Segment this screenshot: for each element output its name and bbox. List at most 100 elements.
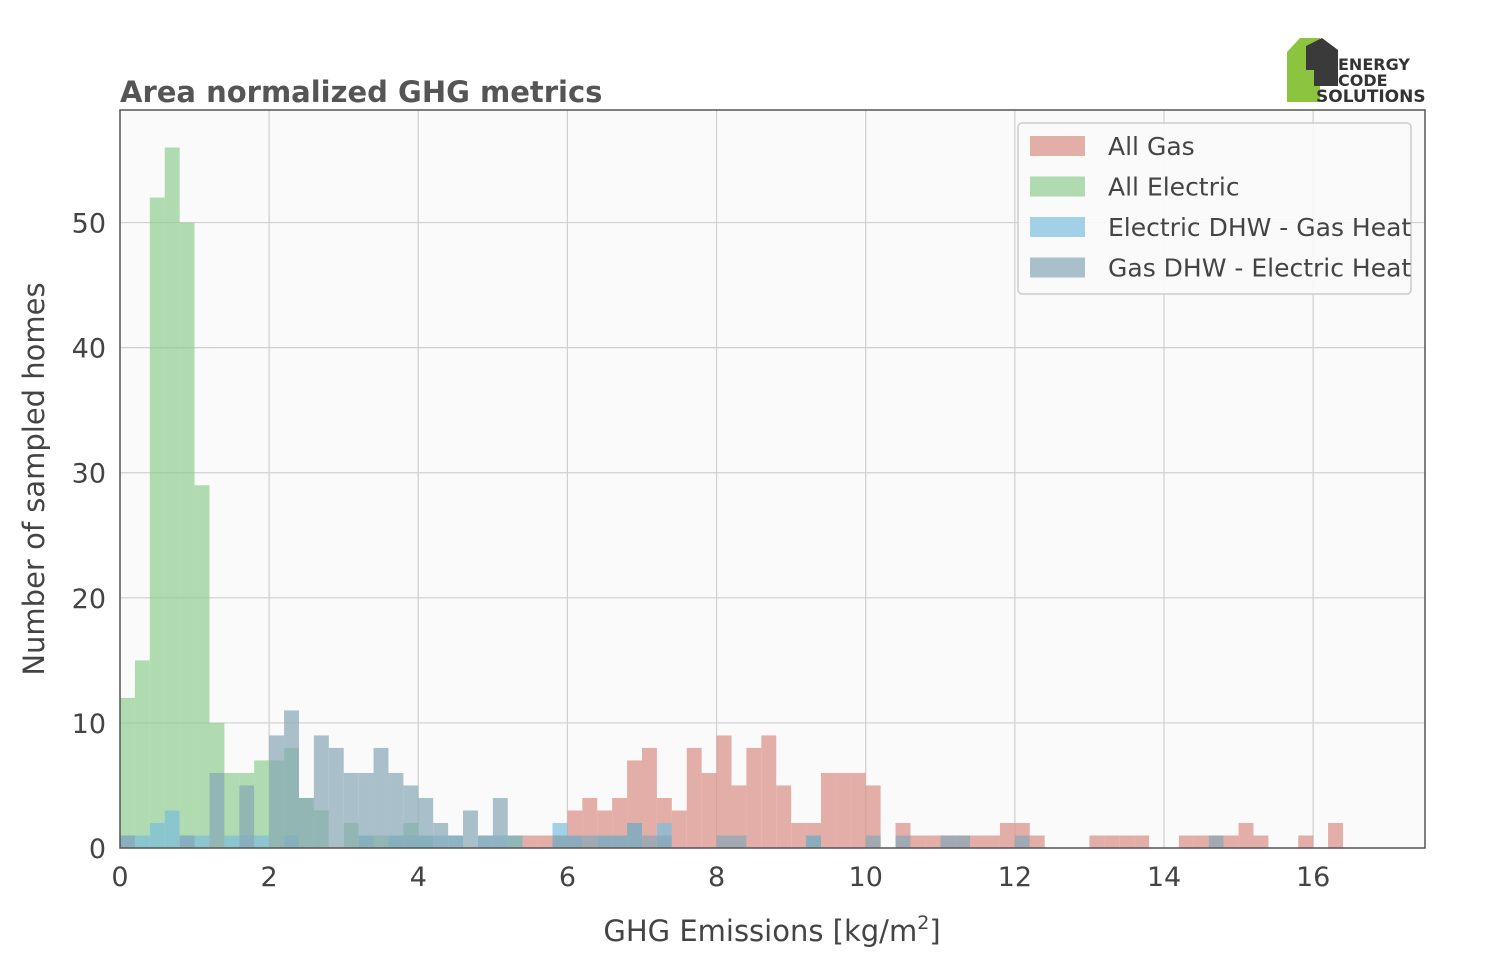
bar-s3-33 bbox=[895, 835, 911, 848]
bar-s0-13 bbox=[716, 735, 732, 848]
bar-s3-5 bbox=[284, 710, 299, 848]
bar-s3-28 bbox=[656, 835, 672, 848]
bar-s0-38 bbox=[1178, 835, 1194, 848]
bar-s2-6 bbox=[224, 835, 240, 848]
y-axis-label: Number of sampled homes bbox=[17, 282, 51, 675]
legend-label-2: Electric DHW - Gas Heat bbox=[1108, 213, 1411, 242]
bar-s0-23 bbox=[865, 785, 881, 848]
bar-s3-31 bbox=[806, 835, 821, 848]
bar-s3-27 bbox=[642, 835, 657, 848]
bar-s3-16 bbox=[448, 835, 464, 848]
bar-s3-0 bbox=[120, 835, 135, 848]
energy-code-solutions-logo: ENERGY CODE SOLUTIONS bbox=[1287, 38, 1426, 107]
x-tick-label-8: 16 bbox=[1296, 862, 1330, 893]
logo-line3: SOLUTIONS bbox=[1316, 87, 1426, 107]
plot-frame bbox=[119, 109, 1426, 849]
bar-s3-19 bbox=[492, 797, 508, 848]
bar-s3-14 bbox=[418, 797, 434, 848]
bar-s0-44 bbox=[1298, 835, 1314, 848]
bar-s3-3 bbox=[239, 785, 255, 848]
bar-s3-36 bbox=[1014, 835, 1030, 848]
y-tick-label-4: 40 bbox=[72, 334, 106, 365]
x-tick-label-1: 2 bbox=[261, 862, 278, 893]
bar-s3-37 bbox=[1208, 835, 1224, 848]
bar-s0-39 bbox=[1193, 835, 1209, 848]
bar-s3-26 bbox=[627, 822, 642, 848]
bar-s0-12 bbox=[701, 772, 717, 848]
bar-s3-20 bbox=[507, 835, 523, 848]
bar-s3-35 bbox=[955, 835, 971, 848]
bar-s3-17 bbox=[463, 810, 478, 848]
x-axis-label-end: ] bbox=[929, 914, 940, 948]
bar-s0-45 bbox=[1328, 822, 1343, 848]
bar-s3-18 bbox=[477, 835, 493, 848]
bar-s0-43 bbox=[1253, 835, 1269, 848]
x-tick-label-0: 0 bbox=[111, 862, 128, 893]
bar-s0-0 bbox=[522, 835, 538, 848]
bar-s3-7 bbox=[313, 735, 329, 848]
bar-s2-1 bbox=[134, 835, 150, 848]
bar-s0-14 bbox=[731, 785, 747, 848]
legend-label-3: Gas DHW - Electric Heat bbox=[1108, 254, 1411, 283]
legend-swatch-1 bbox=[1030, 176, 1085, 197]
legend-label-0: All Gas bbox=[1108, 132, 1195, 161]
bar-s0-26 bbox=[925, 835, 941, 848]
x-tick-label-2: 4 bbox=[410, 862, 427, 893]
legend: All Gas All Electric Electric DHW - Gas He… bbox=[1017, 122, 1412, 295]
bar-s0-11 bbox=[686, 747, 702, 848]
bar-s1-1 bbox=[134, 660, 150, 848]
bar-s3-10 bbox=[358, 772, 374, 848]
bar-s3-24 bbox=[597, 835, 613, 848]
bar-s0-31 bbox=[999, 822, 1015, 848]
bar-s0-42 bbox=[1238, 822, 1254, 848]
legend-swatch-3 bbox=[1030, 257, 1085, 278]
bar-s3-13 bbox=[403, 785, 419, 848]
bar-s0-37 bbox=[1134, 835, 1150, 848]
logo-house-dark-shape bbox=[1306, 38, 1338, 86]
bar-s0-35 bbox=[1104, 835, 1120, 848]
bar-s0-29 bbox=[970, 835, 986, 848]
bar-s0-33 bbox=[1029, 835, 1045, 848]
x-axis-label: GHG Emissions [kg/m2] bbox=[603, 912, 940, 948]
x-axis-label-superscript: 2 bbox=[917, 912, 929, 934]
bar-s0-17 bbox=[776, 785, 792, 848]
bar-s3-4 bbox=[269, 735, 285, 848]
bar-s1-2 bbox=[149, 197, 165, 848]
bar-s3-21 bbox=[552, 835, 568, 848]
bar-s1-3 bbox=[164, 147, 180, 849]
bar-s1-5 bbox=[194, 485, 210, 848]
legend-swatch-0 bbox=[1030, 136, 1085, 156]
grid bbox=[119, 110, 1425, 849]
x-axis-label-main: GHG Emissions [kg/m bbox=[603, 914, 917, 948]
bar-s0-8 bbox=[642, 747, 657, 848]
bar-s3-23 bbox=[582, 835, 598, 848]
bar-s1-7 bbox=[224, 772, 240, 848]
bar-s2-5 bbox=[194, 835, 210, 848]
legend-label-1: All Electric bbox=[1108, 173, 1240, 202]
bar-s3-1 bbox=[179, 835, 195, 848]
legend-box bbox=[1017, 122, 1412, 295]
bar-s2-8 bbox=[254, 835, 270, 848]
bar-s1-0 bbox=[120, 697, 135, 848]
bar-s3-25 bbox=[612, 835, 628, 848]
x-tick-label-6: 12 bbox=[998, 862, 1032, 893]
x-tick-label-4: 8 bbox=[708, 862, 725, 893]
bar-s2-2 bbox=[149, 822, 165, 848]
bar-s0-36 bbox=[1119, 835, 1135, 848]
bar-s3-29 bbox=[716, 835, 732, 848]
y-tick-label-5: 50 bbox=[72, 209, 106, 240]
bar-s0-10 bbox=[671, 810, 687, 848]
logo-line2: CODE bbox=[1338, 71, 1388, 90]
bar-s2-3 bbox=[164, 810, 180, 848]
y-tick-label-0: 0 bbox=[89, 834, 106, 865]
bar-s3-12 bbox=[388, 772, 404, 848]
bar-s3-2 bbox=[209, 772, 225, 848]
bar-s3-8 bbox=[328, 747, 344, 848]
x-tick-label-3: 6 bbox=[559, 862, 576, 893]
bar-s3-32 bbox=[865, 835, 881, 848]
bar-s3-11 bbox=[373, 747, 389, 848]
y-tick-label-3: 30 bbox=[72, 459, 106, 490]
bar-s0-41 bbox=[1223, 835, 1239, 848]
x-tick-label-7: 14 bbox=[1147, 862, 1181, 893]
bar-s3-15 bbox=[433, 822, 449, 848]
